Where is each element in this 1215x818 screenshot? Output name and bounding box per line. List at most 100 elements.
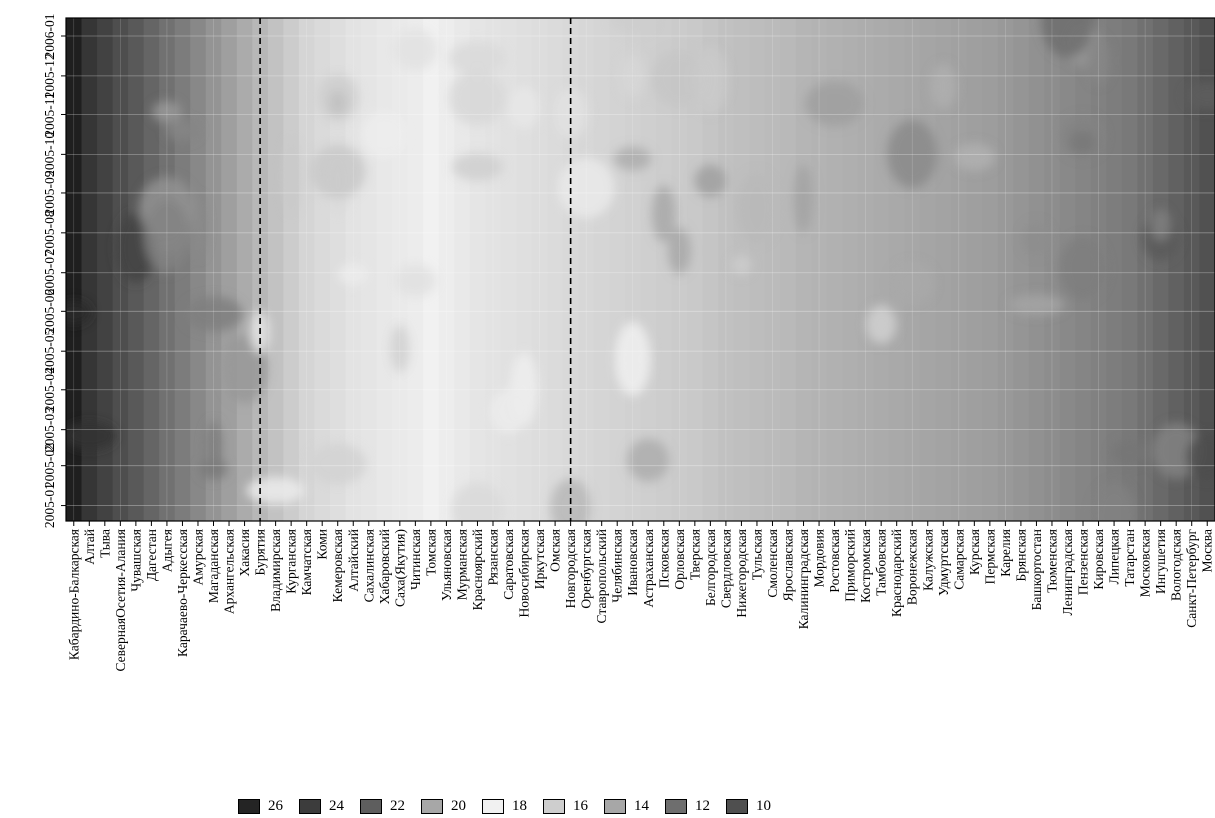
- legend-item: 10: [726, 798, 771, 815]
- heat-column: [329, 18, 347, 521]
- heat-blob: [1086, 37, 1111, 85]
- heat-column: [174, 18, 191, 521]
- x-tick-label: Алтайский: [346, 529, 361, 592]
- legend-label: 20: [451, 797, 466, 814]
- x-tick-label: Ивановская: [625, 529, 640, 596]
- heat-blob: [1092, 482, 1137, 521]
- x-tick-label: Владимирская: [268, 529, 283, 612]
- heat-column: [1013, 18, 1030, 521]
- x-tick-label: Кировская: [1091, 529, 1106, 590]
- y-tick-label: 2005-10: [42, 132, 57, 177]
- heat-column: [236, 18, 253, 521]
- x-tick-label: Тверская: [687, 529, 702, 580]
- x-tick-label: Башкортостан: [1029, 529, 1044, 610]
- heat-column: [205, 18, 222, 521]
- heat-blob: [731, 255, 752, 276]
- heat-column: [656, 18, 673, 521]
- heat-column: [826, 18, 843, 521]
- heat-column: [1137, 18, 1154, 521]
- legend-label: 26: [268, 797, 283, 814]
- heat-blob: [489, 389, 528, 434]
- heat-blob: [394, 264, 436, 297]
- heat-column: [376, 18, 393, 521]
- legend-swatch: [360, 798, 382, 814]
- heat-blob: [619, 53, 647, 99]
- heat-blob: [184, 296, 243, 332]
- heat-blob: [337, 263, 369, 286]
- x-tick-label: Адыгея: [159, 529, 174, 572]
- x-tick-label: Московская: [1138, 529, 1153, 597]
- x-tick-label: Калужская: [920, 529, 935, 591]
- y-tick-label: 2005-01: [42, 483, 57, 528]
- heat-column: [469, 18, 486, 521]
- x-tick-label: Тульская: [749, 529, 764, 580]
- heat-column: [873, 18, 890, 521]
- x-tick-label: Санкт-Петербург: [1184, 529, 1199, 628]
- heat-blob: [930, 63, 957, 109]
- x-tick-label: Свердловская: [718, 529, 733, 608]
- heat-blob: [953, 143, 996, 171]
- legend-label: 18: [512, 797, 527, 814]
- heat-blob: [451, 482, 504, 521]
- x-tick-label: Удмуртская: [936, 529, 951, 596]
- x-tick-label: Мурманская: [454, 529, 469, 600]
- y-tick-label: 2005-05: [42, 328, 57, 373]
- x-tick-label: Томская: [423, 529, 438, 576]
- heat-blob: [1184, 80, 1215, 111]
- legend-item: 22: [360, 798, 405, 815]
- plot-area: [65, 17, 1215, 522]
- heat-column: [267, 18, 284, 521]
- x-tick-label: Кабардино-Балкарская: [66, 529, 81, 660]
- x-tick-label: Тюменская: [1044, 529, 1059, 593]
- heat-blob: [550, 479, 591, 521]
- x-tick-label: Смоленская: [765, 529, 780, 598]
- heat-blob: [1059, 236, 1107, 301]
- legend-swatch: [604, 798, 626, 814]
- heat-blob: [793, 164, 814, 234]
- heat-blob: [1069, 131, 1097, 155]
- heat-blob: [204, 421, 223, 472]
- y-tick-label: 2006-01: [42, 14, 57, 59]
- legend-label: 22: [390, 797, 405, 814]
- heat-blob: [651, 185, 676, 243]
- y-tick-label: 2005-04: [42, 367, 57, 412]
- heat-column: [283, 18, 300, 521]
- heat-blob: [1150, 209, 1171, 242]
- legend-swatch: [543, 798, 565, 814]
- heat-column: [857, 18, 875, 521]
- legend-swatch: [238, 798, 260, 814]
- x-tick-label: Ростовская: [827, 529, 842, 593]
- x-tick-label: Тамбовская: [874, 529, 889, 596]
- heat-column: [764, 18, 781, 521]
- heat-column: [454, 18, 471, 521]
- y-tick-label: 2005-11: [42, 92, 57, 136]
- x-tick-label: Курская: [967, 529, 982, 575]
- legend-label: 16: [573, 797, 588, 814]
- heat-blob: [693, 47, 728, 114]
- legend-item: 26: [238, 798, 283, 815]
- heat-column: [143, 18, 160, 521]
- heat-column: [221, 18, 238, 521]
- y-tick-label: 2005-02: [42, 443, 57, 488]
- heat-column: [423, 18, 440, 521]
- x-tick-label: Орловская: [672, 529, 687, 590]
- x-tick-label: Хабаровский: [377, 529, 392, 604]
- x-tick-label: Иркутская: [532, 529, 547, 589]
- heat-column: [951, 18, 968, 521]
- heat-column: [687, 18, 704, 521]
- x-tick-label: Коми: [315, 529, 330, 560]
- legend-swatch: [665, 798, 687, 814]
- legend-item: 14: [604, 798, 649, 815]
- x-tick-label: Архангельская: [222, 529, 237, 614]
- heat-blob: [66, 300, 92, 326]
- x-tick-label: Амурская: [190, 529, 205, 585]
- heat-column: [314, 18, 331, 521]
- heat-blob: [627, 438, 670, 482]
- y-tick-label: 2005-12: [42, 53, 57, 98]
- x-tick-label: Воронежская: [905, 529, 920, 605]
- heat-blob: [1111, 440, 1148, 465]
- heat-column: [1152, 18, 1170, 521]
- heat-blob: [667, 227, 691, 275]
- heat-blob: [890, 262, 934, 305]
